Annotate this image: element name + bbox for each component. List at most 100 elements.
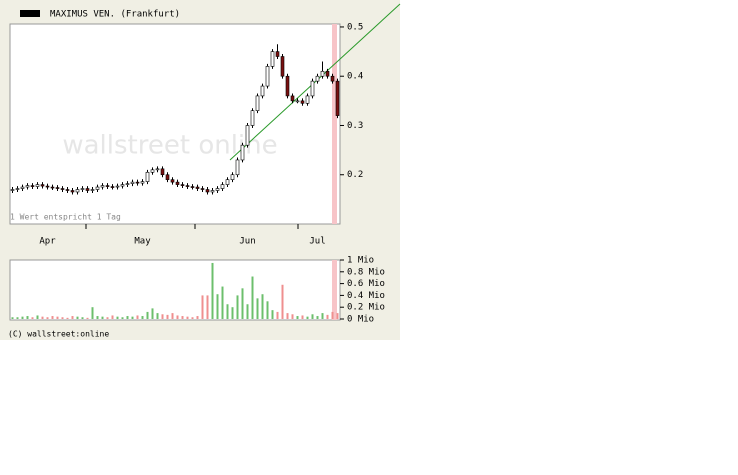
candle-body [255, 95, 260, 111]
volume-bar [171, 313, 174, 319]
candle-body [315, 75, 320, 82]
y-tick-label: 1 Mio [347, 256, 374, 266]
candle-body [135, 181, 140, 184]
candle-body [320, 70, 325, 77]
y-tick-label: 0.5 [347, 22, 363, 32]
trend-line [229, 3, 401, 161]
volume-bar [241, 288, 244, 319]
volume-bar [76, 316, 79, 319]
volume-plot [9, 259, 341, 321]
candle-body [25, 185, 30, 188]
volume-bar [56, 316, 59, 319]
volume-bar [191, 317, 194, 319]
x-tick-label: Apr [39, 237, 56, 247]
candle-body [145, 171, 150, 182]
volume-bar [11, 317, 14, 319]
candle-body [275, 51, 280, 57]
candle-body [130, 181, 135, 184]
volume-bar [261, 294, 264, 319]
volume-bar [306, 316, 309, 319]
volume-bar [286, 313, 289, 319]
volume-bar [156, 313, 159, 319]
candle-body [70, 190, 75, 193]
volume-bar [221, 286, 224, 319]
volume-bar [246, 304, 249, 319]
volume-bar [206, 295, 209, 319]
volume-bar [141, 316, 144, 319]
volume-bar [166, 314, 169, 319]
candle-body [305, 95, 310, 104]
volume-bar [151, 308, 154, 319]
candle-body [50, 186, 55, 189]
x-tick-label: Jul [309, 237, 325, 247]
candle-body [100, 185, 105, 188]
volume-bar [176, 315, 179, 319]
candle-body [265, 66, 270, 87]
volume-bar [71, 316, 74, 319]
volume-bar [81, 317, 84, 319]
candle-body [40, 184, 45, 187]
last-day-band [332, 260, 337, 320]
candle-body [105, 185, 110, 187]
price-plot [9, 23, 341, 225]
volume-bar [51, 316, 54, 319]
candle-body [95, 186, 100, 190]
copyright: (C) wallstreet:online [8, 330, 109, 339]
candle-body [45, 185, 50, 188]
volume-bar [21, 316, 24, 319]
volume-bar [301, 315, 304, 319]
candle-body [240, 144, 245, 161]
volume-bar [26, 316, 29, 319]
volume-bar [196, 316, 199, 319]
volume-bar [291, 314, 294, 319]
candle-body [10, 189, 15, 191]
x-tick-label: May [134, 237, 151, 247]
volume-bar [226, 304, 229, 319]
volume-bar [216, 294, 219, 319]
candle-body [335, 80, 340, 116]
y-tick-label: 0.8 Mio [347, 267, 385, 277]
candle-body [310, 80, 315, 97]
volume-bar [271, 310, 274, 319]
candle-body [210, 190, 215, 193]
volume-bar [251, 276, 254, 319]
volume-bar [136, 315, 139, 319]
candle-body [245, 125, 250, 146]
x-tick-label: Jun [239, 237, 255, 247]
candle-body [155, 168, 160, 171]
note: 1 Wert entspricht 1 Tag [10, 213, 121, 222]
volume-bar [296, 316, 299, 319]
candle-body [140, 181, 145, 184]
volume-bar [331, 311, 334, 319]
volume-bar [111, 315, 114, 319]
candle-body [165, 174, 170, 180]
candle-body [280, 56, 285, 77]
y-tick-label: 0 Mio [347, 315, 374, 325]
volume-bar [281, 284, 284, 319]
candle-body [180, 184, 185, 186]
candle-body [215, 188, 220, 191]
candle-body [120, 184, 125, 187]
candle-body [160, 168, 165, 176]
volume-bar [161, 314, 164, 319]
volume-bar [66, 317, 69, 319]
volume-bar [126, 316, 129, 319]
volume-bar [146, 311, 149, 319]
volume-bar [326, 314, 329, 319]
candle-body [225, 179, 230, 185]
y-tick-label: 0.2 Mio [347, 303, 385, 313]
volume-bar [181, 316, 184, 319]
candle-body [15, 188, 20, 190]
candle-body [125, 183, 130, 185]
volume-bar [41, 316, 44, 319]
candle-body [85, 188, 90, 191]
candle-body [290, 95, 295, 102]
y-tick-label: 0.6 Mio [347, 279, 385, 289]
volume-bar [46, 317, 49, 319]
candle-body [185, 185, 190, 187]
volume-bar [266, 301, 269, 319]
chart-title: MAXIMUS VEN. (Frankfurt) [50, 10, 180, 20]
volume-bar [201, 295, 204, 319]
y-tick-label: 0.4 Mio [347, 291, 385, 301]
